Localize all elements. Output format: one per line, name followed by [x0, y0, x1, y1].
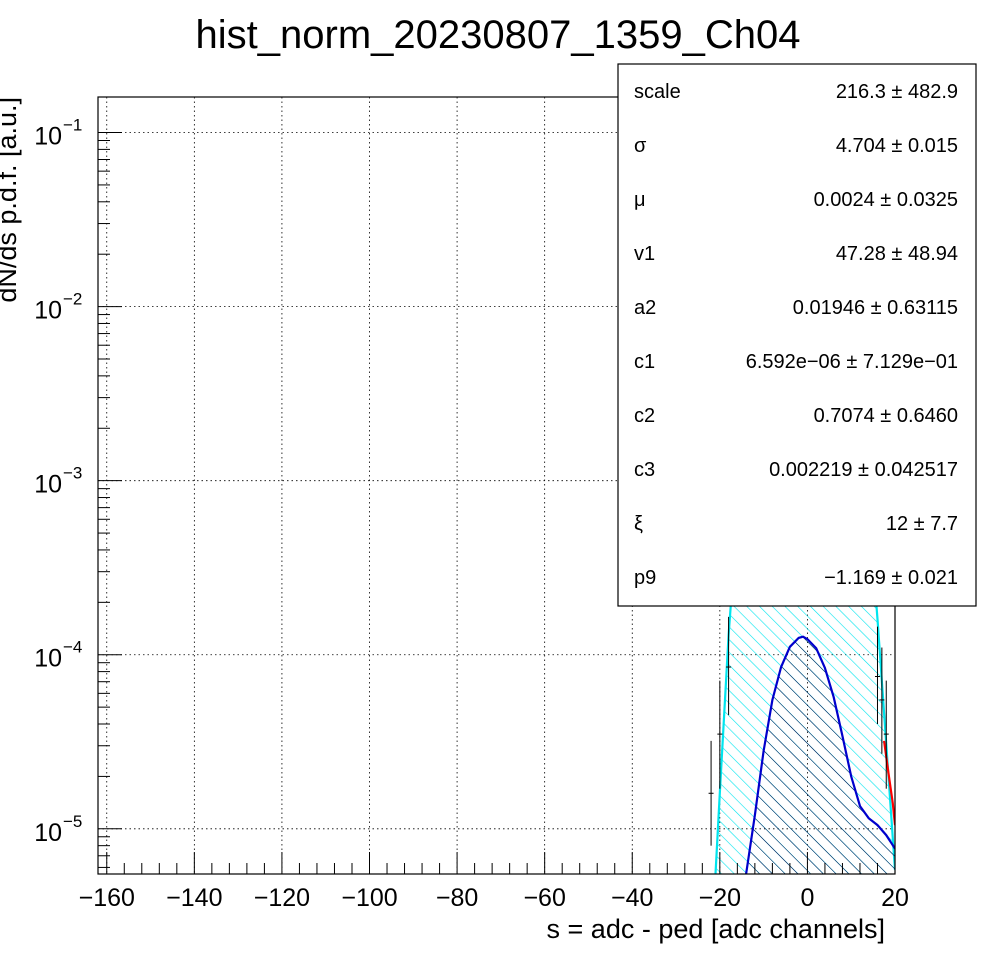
y-axis-label: dN/ds p.d.f. [a.u.] — [0, 97, 22, 303]
y-tick-labels: 10−110−210−310−410−5 — [34, 116, 82, 847]
stats-value: 0.002219 ± 0.042517 — [769, 459, 958, 481]
stats-label: c2 — [634, 405, 655, 427]
x-tick-label: −60 — [523, 884, 565, 912]
x-tick-label: −160 — [79, 884, 135, 912]
y-tick-base: 10 — [34, 645, 62, 673]
x-tick-label: −140 — [166, 884, 222, 912]
stats-label: v1 — [634, 243, 655, 265]
x-tick-label: 20 — [881, 884, 909, 912]
stats-label: σ — [634, 135, 647, 157]
x-axis-label: s = adc - ped [adc channels] — [547, 914, 885, 944]
y-tick-exponent: −4 — [63, 638, 82, 657]
y-tick-base: 10 — [34, 297, 62, 325]
stats-box: scale 216.3 ± 482.9 σ 4.704 ± 0.015 μ 0.0024 … — [617, 63, 977, 607]
stats-label: p9 — [634, 567, 656, 589]
stats-value: 6.592e−06 ± 7.129e−01 — [746, 351, 958, 373]
x-tick-label: −40 — [611, 884, 653, 912]
stats-label: c1 — [634, 351, 655, 373]
y-tick-label: 10 −1 — [34, 116, 82, 151]
y-tick-exponent: −5 — [63, 812, 82, 831]
chart-title: hist_norm_20230807_1359_Ch04 — [196, 13, 801, 57]
y-tick-base: 10 — [34, 123, 62, 151]
stats-rows: scale 216.3 ± 482.9 σ 4.704 ± 0.015 μ 0.0024 … — [634, 81, 958, 589]
stats-box-frame — [617, 63, 977, 607]
y-tick-exponent: −2 — [63, 290, 82, 309]
x-tick-label: −100 — [341, 884, 397, 912]
stats-value: 0.01946 ± 0.63115 — [793, 297, 958, 319]
x-tick-label: 0 — [800, 884, 814, 912]
stats-value: 216.3 ± 482.9 — [836, 81, 958, 103]
axis-ticks — [98, 132, 896, 874]
stats-label: a2 — [634, 297, 656, 319]
y-tick-label: 10 −4 — [34, 638, 82, 673]
y-tick-label: 10 −3 — [34, 464, 82, 499]
stats-value: 0.0024 ± 0.0325 — [814, 189, 958, 211]
y-tick-label: 10 −5 — [34, 812, 82, 847]
x-tick-label: −80 — [436, 884, 478, 912]
stats-value: 0.7074 ± 0.6460 — [814, 405, 958, 427]
y-tick-base: 10 — [34, 819, 62, 847]
x-tick-label: −120 — [254, 884, 310, 912]
x-tick-label: −20 — [699, 884, 741, 912]
y-tick-base: 10 — [34, 471, 62, 499]
stats-value: 4.704 ± 0.015 — [836, 135, 958, 157]
stats-label: μ — [634, 189, 646, 211]
x-tick-labels: −160 −140 −120 −100 −80 −60 −40 −20 0 20 — [79, 884, 909, 912]
stats-value: 12 ± 7.7 — [886, 513, 958, 535]
stats-value: 47.28 ± 48.94 — [836, 243, 958, 265]
y-tick-exponent: −3 — [63, 464, 82, 483]
y-tick-label: 10 −2 — [34, 290, 82, 325]
stats-label: ξ — [634, 513, 643, 535]
stats-label: c3 — [634, 459, 655, 481]
series-line — [745, 635, 895, 874]
stats-value: −1.169 ± 0.021 — [824, 567, 958, 589]
series-hatch-fill — [746, 636, 895, 874]
data-points-group — [708, 616, 889, 846]
y-tick-exponent: −1 — [63, 116, 82, 135]
stats-label: scale — [634, 81, 681, 103]
